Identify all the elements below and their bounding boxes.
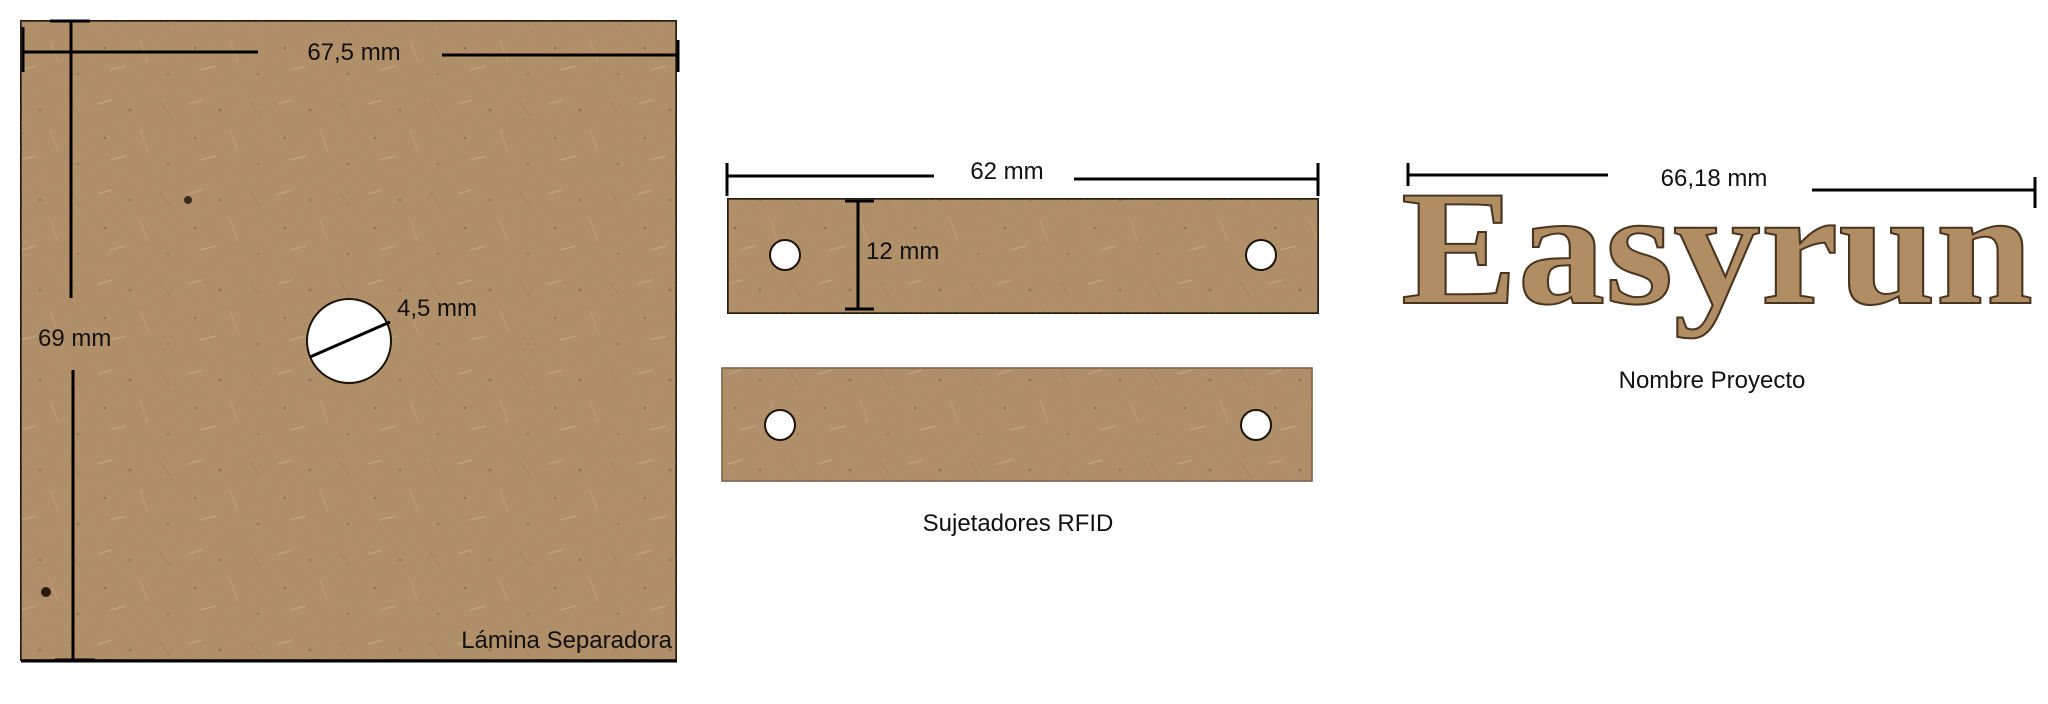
width-dimension-label: 67,5 mm — [307, 39, 400, 66]
separator-sheet: 67,5 mm 69 mm 4,5 mm Lámina Separadora — [20, 19, 680, 663]
rfid-width-label: 62 mm — [970, 158, 1043, 185]
name-width-label: 66,18 mm — [1661, 165, 1768, 192]
height-dimension-label: 69 mm — [38, 325, 111, 352]
rfid-holder-top-texture — [728, 199, 1318, 313]
rfid-height-label: 12 mm — [866, 238, 939, 265]
project-name-caption: Nombre Proyecto — [1619, 367, 1806, 394]
hole-diameter-line — [309, 320, 391, 359]
rfid-holders-caption: Sujetadores RFID — [923, 510, 1114, 537]
separator-sheet-caption: Lámina Separadora — [461, 627, 672, 654]
rfid-holder-top-hole-left — [769, 239, 801, 271]
easyrun-cutout: Easyrun — [1401, 158, 2033, 339]
hole-diameter-label: 4,5 mm — [397, 295, 477, 322]
rfid-holder-bottom-hole-right — [1240, 409, 1272, 441]
dark-speck — [184, 196, 192, 204]
rfid-holder-top-hole-right — [1245, 239, 1277, 271]
rfid-holders: 62 mm 12 mm Sujetadores RFID — [721, 158, 1320, 537]
rfid-holder-bottom-hole-left — [764, 409, 796, 441]
dark-speck — [41, 587, 51, 597]
rfid-holder-bottom-texture — [722, 368, 1312, 481]
project-name: 66,18 mm Easyrun Nombre Proyecto — [1400, 157, 2037, 394]
